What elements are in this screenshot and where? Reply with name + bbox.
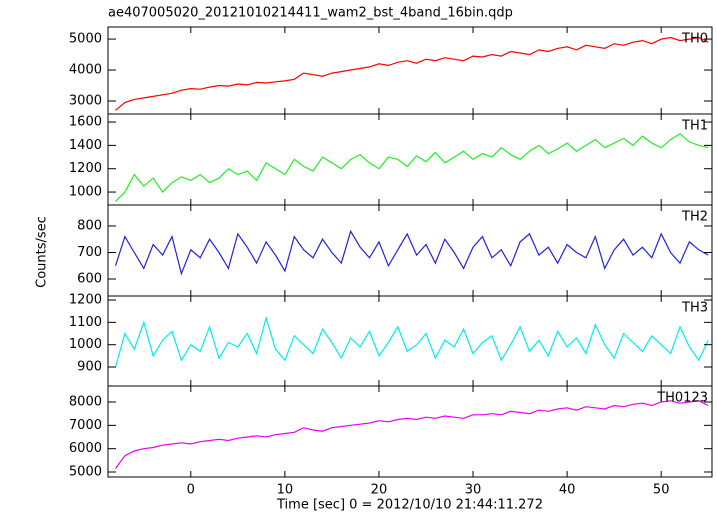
- y-tick-label: 1000: [69, 185, 102, 200]
- y-tick-label: 4000: [69, 63, 102, 78]
- panel-frame: [107, 26, 713, 115]
- x-tick-label: 20: [371, 483, 388, 498]
- data-line: [114, 315, 709, 368]
- data-line: [115, 400, 709, 469]
- data-line: [114, 229, 709, 276]
- y-tick-label: 5000: [69, 32, 102, 47]
- panel-label: TH0123: [656, 391, 708, 406]
- y-axis-label: Counts/sec: [35, 216, 50, 288]
- x-tick-label: 30: [465, 483, 482, 498]
- panel-frame: [107, 295, 713, 387]
- y-tick-label: 700: [77, 245, 102, 260]
- panel-frame: [107, 385, 713, 478]
- panel-label: TH2: [681, 210, 708, 225]
- x-tick-label: 0: [187, 483, 195, 498]
- panel-frame: [107, 113, 713, 206]
- x-tick-label: 10: [277, 483, 294, 498]
- x-tick-label: 50: [653, 483, 670, 498]
- y-tick-label: 3000: [69, 93, 102, 108]
- y-tick-label: 1000: [69, 337, 102, 352]
- y-tick-label: 600: [77, 272, 102, 287]
- chart-title: ae407005020_20121010214411_wam2_bst_4ban…: [108, 6, 513, 21]
- y-tick-label: 6000: [69, 441, 102, 456]
- y-tick-label: 900: [77, 360, 102, 375]
- y-tick-label: 7000: [69, 418, 102, 433]
- data-line: [115, 132, 709, 202]
- panel-label: TH3: [681, 301, 708, 316]
- panel-frame: [107, 204, 713, 297]
- y-tick-label: 1200: [69, 293, 102, 308]
- y-tick-label: 1100: [69, 315, 102, 330]
- x-axis-label: Time [sec] 0 = 2012/10/10 21:44:11.272: [276, 498, 543, 513]
- y-tick-label: 1400: [69, 138, 102, 153]
- y-tick-label: 1200: [69, 161, 102, 176]
- x-tick-label: 40: [559, 483, 576, 498]
- y-tick-label: 800: [77, 218, 102, 233]
- data-line: [115, 36, 709, 111]
- panel-label: TH1: [681, 119, 708, 134]
- y-tick-label: 5000: [69, 465, 102, 480]
- y-tick-label: 1600: [69, 115, 102, 130]
- panel-label: TH0: [681, 32, 708, 47]
- y-tick-label: 8000: [69, 395, 102, 410]
